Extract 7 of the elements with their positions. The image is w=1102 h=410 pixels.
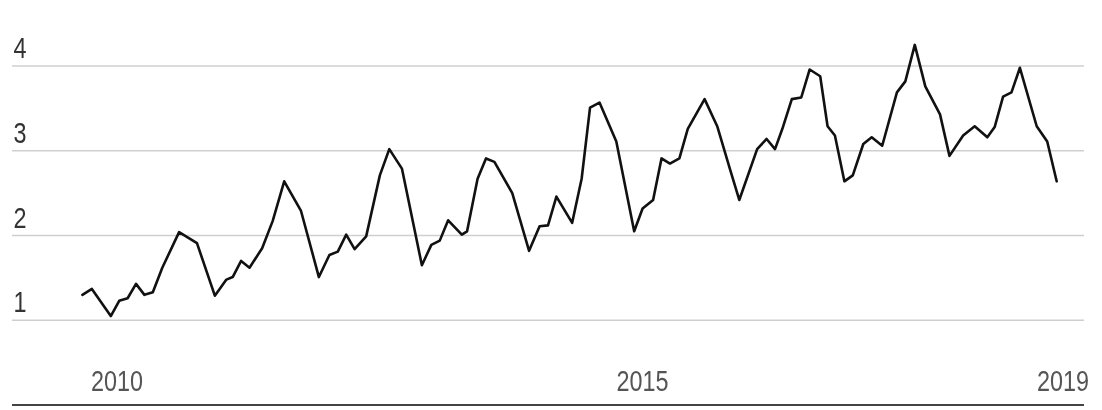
y-tick-label: 1 xyxy=(13,285,27,319)
x-tick-label: 2015 xyxy=(616,364,669,398)
y-tick-label: 3 xyxy=(13,116,27,150)
y-tick-label: 2 xyxy=(13,200,27,235)
y-tick-label: 4 xyxy=(13,31,27,65)
x-tick-label: 2010 xyxy=(91,364,144,398)
x-tick-label: 2019 xyxy=(1036,364,1089,398)
